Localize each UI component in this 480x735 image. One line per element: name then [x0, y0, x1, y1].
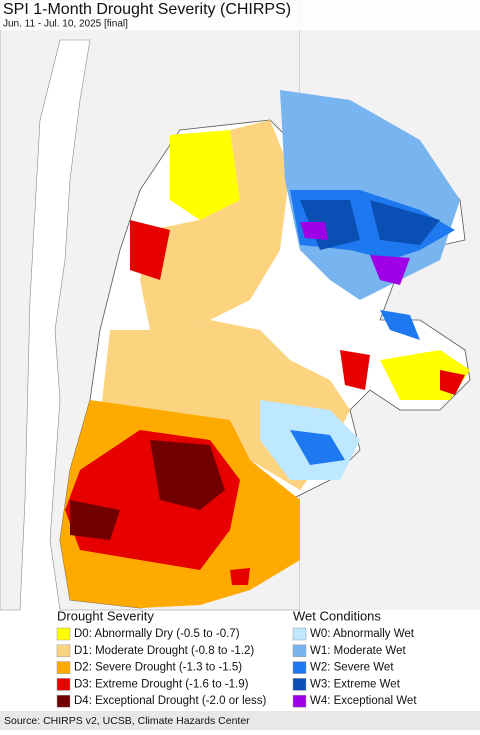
- map-title: SPI 1-Month Drought Severity (CHIRPS): [3, 1, 291, 18]
- legend-label: D3: Extreme Drought (-1.6 to -1.9): [74, 678, 249, 690]
- region-w2: [380, 310, 420, 340]
- legend-swatch: [292, 627, 307, 641]
- region-w4: [370, 255, 410, 285]
- legend-label: D0: Abnormally Dry (-0.5 to -0.7): [74, 628, 240, 640]
- legend-swatch: [56, 661, 71, 674]
- legend-title: Drought Severity: [57, 608, 154, 623]
- legend-swatch: [292, 661, 307, 674]
- region-d3: [130, 220, 170, 280]
- legend-label: W1: Moderate Wet: [310, 645, 406, 657]
- source: Source: CHIRPS v2, UCSB, Climate Hazards…: [4, 715, 250, 727]
- region-d0: [170, 130, 240, 220]
- region-w3: [370, 200, 440, 245]
- map: [0, 0, 480, 611]
- legend-label: W3: Extreme Wet: [310, 678, 401, 690]
- legend-swatch: [292, 678, 307, 691]
- legend-swatch: [292, 644, 307, 658]
- region-d3: [230, 568, 250, 585]
- legend-label: W0: Abnormally Wet: [310, 628, 415, 640]
- legend-swatch: [56, 644, 71, 658]
- legend-title: Wet Conditions: [293, 608, 381, 623]
- region-d4: [70, 500, 120, 540]
- legend-label: D2: Severe Drought (-1.3 to -1.5): [74, 662, 242, 674]
- legend: Drought Severity Wet Conditions D0: Abno…: [56, 608, 417, 708]
- legend-swatch: [292, 694, 307, 708]
- title-backdrop: [0, 0, 480, 30]
- legend-label: W2: Severe Wet: [310, 662, 394, 674]
- region-w2: [290, 430, 345, 465]
- region-w4: [300, 222, 328, 240]
- legend-swatch: [56, 627, 71, 641]
- map-subtitle: Jun. 11 - Jul. 10, 2025 [final]: [3, 19, 128, 30]
- region-d1: [140, 120, 290, 330]
- legend-swatch: [56, 694, 71, 708]
- legend-label: W4: Exceptional Wet: [310, 695, 417, 707]
- legend-swatch: [56, 678, 71, 691]
- legend-label: D4: Exceptional Drought (-2.0 or less): [74, 695, 267, 707]
- region-d4: [150, 440, 225, 510]
- footer-bar: [0, 711, 480, 730]
- region-d3: [440, 370, 465, 395]
- region-d3: [340, 350, 370, 390]
- legend-label: D1: Moderate Drought (-0.8 to -1.2): [74, 645, 254, 657]
